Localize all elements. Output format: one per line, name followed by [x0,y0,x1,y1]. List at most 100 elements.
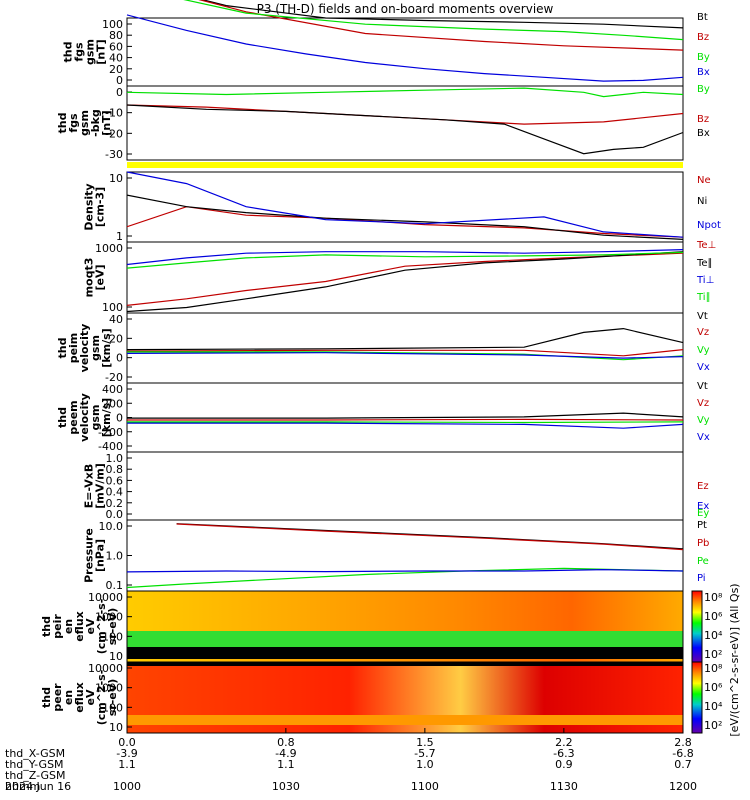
footer-row-label: thd_Y-GSM [5,758,64,771]
y-axis-label: thdpeerenefluxeV(cm^2-s-sr-eV) [40,670,119,726]
y-tick-label: 10000 [88,662,123,675]
legend-Ne: Ne [697,175,711,186]
series-line-Ti∥ [126,251,684,269]
panel-6: 4002000-200-400thdpeemvelocitygsm[km/s]V… [56,381,710,453]
legend-Vy: Vy [697,415,710,426]
y-tick-label: 100 [102,301,123,314]
y-tick-label: -400 [98,440,123,453]
x-axis-footer: 0.0 0.8 1.5 2.2 2.8 thd_X-GSM -3.9 -4.9 -5.7 -6.3… [5,728,697,793]
series-line-Bz [126,104,684,125]
y-tick-label: 10000 [88,591,123,604]
footer-row-value: 1000 [113,780,141,793]
panel-frame [126,519,684,592]
y-tick-label: 100 [102,630,123,643]
y-tick-label: 10 [109,721,123,734]
footer-row-label: thd_X-GSM [5,747,65,760]
series-line-Vz [127,418,684,421]
y-tick-label: 1000 [95,242,123,255]
panel-frame [126,451,684,521]
y-tick-label: 10 [109,650,123,663]
y-axis-label: thdfgsgsm-bkg[nT] [56,109,113,137]
y-axis-label-line: eflux [73,611,86,642]
y-axis-label-line: fgs [67,113,80,133]
colorbar-label: [eV/(cm^2-s-sr-eV)] (All Qs) [728,583,741,736]
colorbar-rect [691,661,703,734]
legend-Bz: Bz [697,114,709,125]
colorbar-tick: 10² [704,648,722,661]
y-axis-label-line: [nT] [100,110,113,135]
series-line-Vx [127,422,684,429]
y-tick-label: -20 [105,127,123,140]
y-tick-label: 1.0 [106,452,124,465]
footer-row-value: 1.0 [416,758,434,771]
y-tick-label: 1000 [95,611,123,624]
y-axis-label-line: velocity [78,324,91,373]
y-axis-label: E=-VxB[mV/m] [83,463,107,509]
y-axis-label-line: gsm [84,39,97,65]
series-line-Ni [126,194,684,240]
y-tick-label: 200 [102,397,123,410]
legend-Vx: Vx [697,432,710,443]
series-line-Te∥ [126,251,684,313]
footer-row-value: 0.7 [674,758,692,771]
footer-date: 2024 Jun 16 [5,780,71,793]
panel-9: 10000100010010thdpeirenefluxeV(cm^2-s-sr… [40,590,684,663]
y-tick-label: 80 [109,29,123,42]
series-line-Pi [126,568,684,573]
footer-row-value: 1100 [411,780,439,793]
legend-Ti⊥: Ti⊥ [696,275,714,286]
legend-Ti∥: Ti∥ [696,292,711,303]
legend-Ni: Ni [697,196,707,207]
footer-row-value: -6.8 [672,747,693,760]
y-axis-label-line: (cm^2-s- [95,670,108,726]
legend-Vy: Vy [697,345,710,356]
legend-Te∥: Te∥ [696,258,713,269]
legend-Te⊥: Te⊥ [696,240,716,251]
y-axis-label-line: gsm [89,405,102,431]
y-axis-label-line: gsm [89,335,102,361]
status-bar [127,162,683,168]
y-tick-label: 1 [116,230,123,243]
legend-Pe: Pe [697,556,709,567]
y-tick-label: 0.6 [106,474,124,487]
x-tick-label: 0.8 [277,736,295,749]
y-tick-label: 0 [116,74,123,87]
footer-row-value: -6.3 [553,747,574,760]
series-line-Vx [126,352,684,359]
series-line-Vt [126,327,684,351]
legend-Npot: Npot [697,220,721,231]
y-tick-label: 60 [109,40,123,53]
y-tick-label: 1000 [95,682,123,695]
series-line-Pb [176,523,684,551]
colorbar-rect [691,590,703,663]
colorbar-tick: 10⁶ [704,610,723,623]
heatmap-band [127,715,683,725]
footer-row-label: thd_Z-GSM [5,769,65,782]
y-tick-label: 20 [109,63,123,76]
panel-frame [126,85,684,161]
y-axis-label-line: sr-eV) [106,679,119,717]
y-axis-label-line: sr-eV) [106,608,119,646]
y-tick-label: -200 [98,426,123,439]
panel-frame [126,17,684,87]
y-axis-label-line: [mV/m] [94,463,107,509]
y-axis-label-line: thd [40,687,53,708]
panel-4: 1000 100 moqt3[eV] Te⊥ Te∥ Ti⊥ Ti∥ [83,240,717,314]
panel-frame [126,241,684,314]
panels: 100806040200thdfgsgsm[nT]BtBzByBx0-10-20… [40,0,741,737]
y-tick-label: 10 [109,172,123,185]
y-tick-label: 0 [116,352,123,365]
legend-Pt: Pt [697,520,707,531]
footer-row-value: 1200 [669,780,697,793]
y-axis-label-line: velocity [78,393,91,442]
y-tick-label: 20 [109,332,123,345]
y-axis-label-line: eV [84,689,97,705]
footer-row-value: 1.1 [118,758,136,771]
colorbar-tick: 10⁴ [704,700,723,713]
y-axis-label: thdfgsgsm[nT] [62,39,108,65]
footer-row-value: 1130 [550,780,578,793]
series-line-Te⊥ [126,252,684,306]
